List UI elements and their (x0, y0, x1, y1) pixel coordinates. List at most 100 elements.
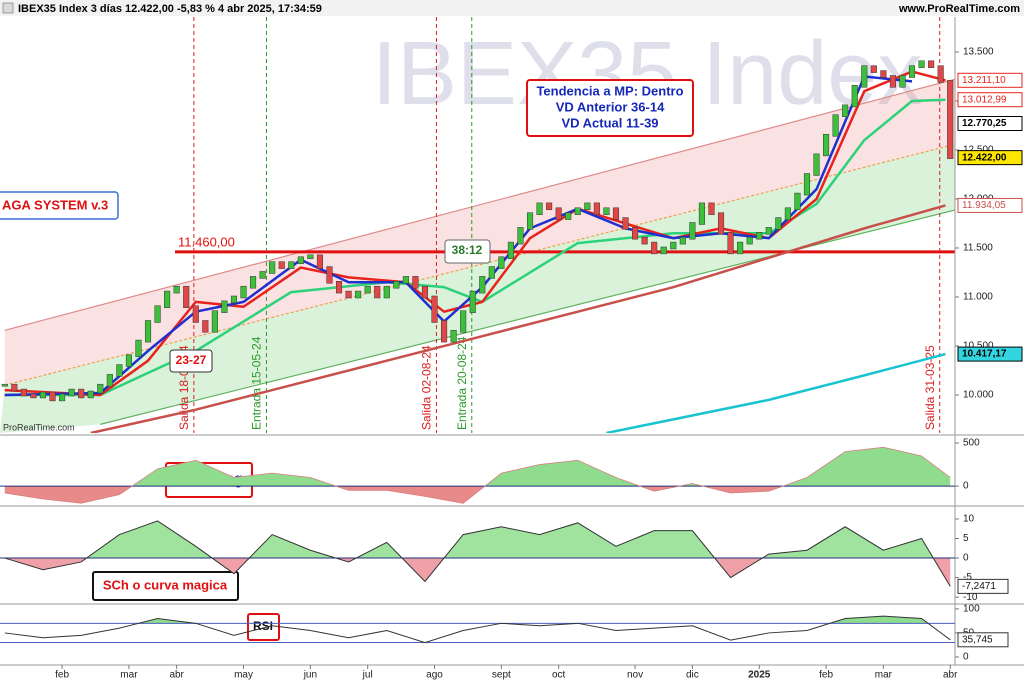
candle (78, 388, 85, 399)
candle (402, 276, 409, 284)
candle (288, 261, 295, 269)
candle (803, 173, 811, 196)
candle (765, 227, 772, 235)
moving-average (606, 352, 946, 433)
candle (393, 281, 400, 289)
price-label: 12.770,25 (962, 118, 1007, 129)
candle (431, 295, 438, 323)
candle (842, 104, 849, 117)
candle (240, 285, 247, 299)
candle (660, 246, 667, 255)
annotation: 23-27 (176, 353, 207, 367)
source: ProRealTime.com (3, 422, 75, 432)
candle (612, 207, 620, 220)
x-tick-label: mar (120, 670, 138, 681)
indicator-line (4, 520, 951, 587)
x-tick-label: jul (362, 670, 373, 681)
price-label-box (957, 150, 1023, 166)
candle (908, 65, 916, 78)
y-tick-label: 10.500 (963, 341, 994, 352)
candle (183, 285, 190, 309)
y-tick-label: 13.500 (963, 47, 994, 58)
candle (889, 75, 896, 88)
candle (526, 212, 534, 230)
y-tick-label: 500 (963, 438, 980, 449)
info-line: VD Actual 11-39 (561, 115, 658, 130)
y-tick-label: 11.500 (963, 243, 993, 254)
candle (593, 202, 600, 215)
candle (1, 383, 8, 387)
candle (469, 290, 476, 313)
candle (460, 310, 467, 333)
channel-line (4, 143, 955, 386)
panel-title: SCh o curva magica (103, 577, 228, 592)
candle (622, 217, 629, 230)
price-label-box (957, 92, 1023, 108)
x-tick-label: may (234, 670, 253, 681)
candle (565, 212, 572, 220)
candle (59, 393, 66, 402)
candle (507, 241, 514, 260)
x-tick-label: jun (303, 670, 317, 681)
candle (125, 354, 132, 367)
candle (68, 388, 75, 397)
header-title: IBEX35 Index 3 días 12.422,00 -5,83 % 4 … (18, 3, 322, 15)
candle (698, 202, 705, 225)
area-negative (4, 486, 784, 504)
candle (87, 390, 94, 399)
area-positive (4, 616, 951, 624)
candle (574, 207, 581, 215)
price-label: 10.417,17 (962, 349, 1007, 360)
candle (383, 285, 390, 299)
candle (202, 320, 209, 333)
channel-fill (0, 144, 955, 433)
x-tick-label: abr (169, 670, 184, 681)
y-tick-label: 11.000 (963, 292, 993, 303)
candle (450, 330, 457, 343)
moving-average (90, 204, 946, 433)
price-label-box (957, 197, 1023, 213)
panel-title-frame (92, 571, 239, 601)
indicator-line (4, 615, 951, 644)
level-label: 11.460,00 (178, 234, 235, 249)
candle (259, 271, 266, 279)
candle (479, 276, 486, 294)
value-label: -7,2471 (962, 581, 996, 592)
y-tick-label: 12.500 (963, 145, 994, 156)
channel-line (100, 209, 955, 425)
candle (374, 285, 381, 299)
candle (135, 339, 142, 358)
candle (269, 261, 276, 274)
area-positive (4, 520, 951, 559)
candle (823, 134, 830, 157)
panel (0, 615, 955, 644)
header-bar (0, 0, 1024, 16)
y-tick-label: -10 (963, 592, 978, 603)
candle (746, 236, 753, 245)
y-tick-label: 0 (963, 553, 969, 564)
candle (230, 295, 238, 304)
candle (173, 285, 180, 294)
candle (335, 281, 343, 294)
candle (861, 65, 868, 88)
candle (708, 202, 715, 215)
candle (355, 290, 362, 299)
candle (498, 256, 505, 269)
candle (603, 207, 610, 215)
system-label: AGA SYSTEM v.3 (2, 197, 108, 212)
signal-label: Entrada 20-08-24 (455, 336, 469, 430)
candle (441, 320, 448, 343)
candle (221, 300, 228, 313)
y-tick-label: 5 (963, 533, 969, 544)
candle (584, 202, 591, 211)
y-tick-label: -5 (963, 572, 972, 583)
x-tick-label: abr (943, 670, 958, 681)
info-box: Tendencia a MP: Dentro VD Anterior 36-14… (526, 79, 694, 137)
candle (775, 217, 782, 230)
price-label-box (957, 115, 1023, 131)
info-line: Tendencia a MP: Dentro (536, 83, 683, 98)
candle (11, 383, 18, 392)
candle (517, 227, 524, 245)
header-site: www.ProRealTime.com (898, 3, 1020, 15)
x-tick-label: dic (686, 670, 699, 681)
